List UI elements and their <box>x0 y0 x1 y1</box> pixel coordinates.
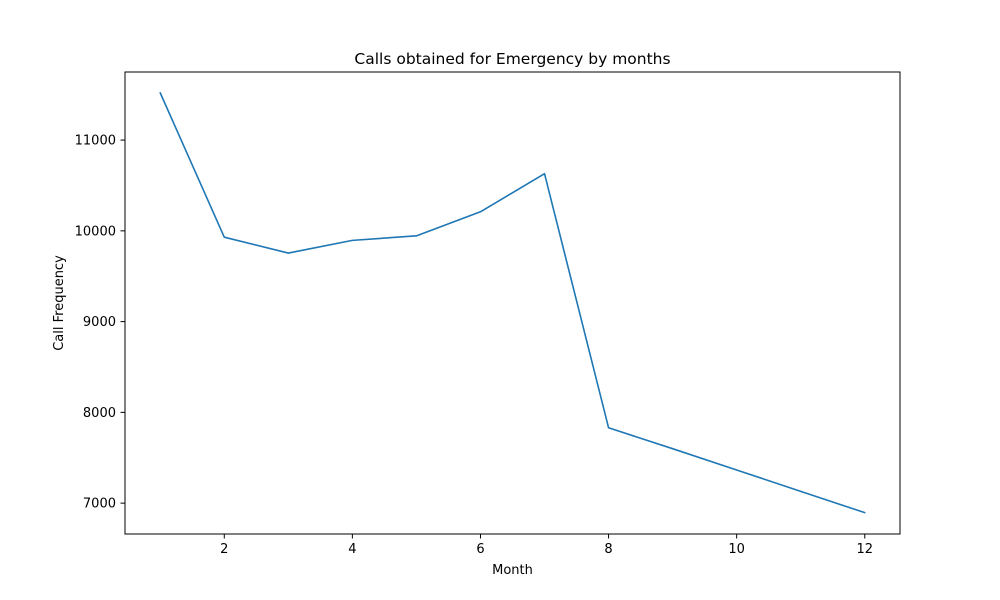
plot-frame <box>124 71 901 535</box>
x-tick-label: 2 <box>220 542 228 557</box>
y-tick-label: 9000 <box>83 315 116 330</box>
x-tick-label: 4 <box>348 542 356 557</box>
series-line <box>159 92 866 514</box>
y-tick-label: 11000 <box>75 134 116 149</box>
y-axis-label: Call Frequency <box>52 255 67 351</box>
x-tick-label: 8 <box>604 542 612 557</box>
x-tick-label: 10 <box>728 542 745 557</box>
y-tick-label: 8000 <box>83 406 116 421</box>
plot-area <box>159 92 866 514</box>
y-tick-label: 10000 <box>75 224 116 239</box>
chart-title: Calls obtained for Emergency by months <box>354 50 670 68</box>
y-tick-label: 7000 <box>83 497 116 512</box>
x-axis-label: Month <box>492 563 533 578</box>
x-tick-label: 12 <box>856 542 873 557</box>
x-tick-label: 6 <box>476 542 484 557</box>
